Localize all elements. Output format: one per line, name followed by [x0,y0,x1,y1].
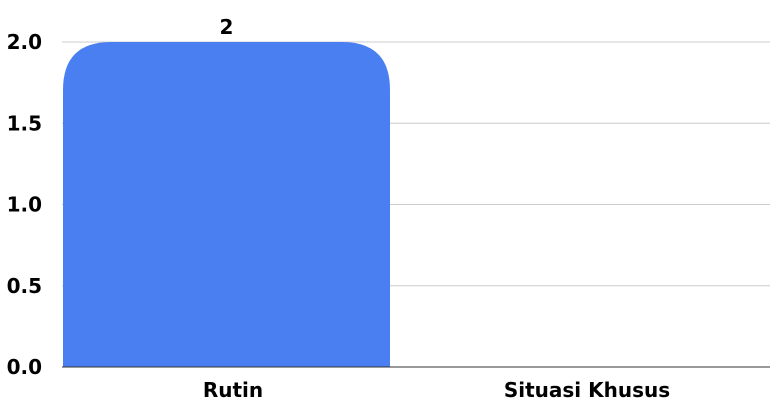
y-tick-label: 0.0 [7,355,42,379]
data-labels: 2 [220,15,234,39]
y-tick-label: 0.5 [7,274,42,298]
y-tick-label: 2.0 [7,30,42,54]
y-axis-ticks: 0.0 0.5 1.0 1.5 2.0 [7,30,42,379]
x-tick-label: Rutin [203,378,263,402]
x-axis-ticks: Rutin Situasi Khusus [203,378,670,402]
x-tick-label: Situasi Khusus [504,378,670,402]
bars [63,42,390,367]
bar-rutin[interactable] [63,42,390,367]
y-tick-label: 1.0 [7,193,42,217]
data-label: 2 [220,15,234,39]
y-tick-label: 1.5 [7,111,42,135]
